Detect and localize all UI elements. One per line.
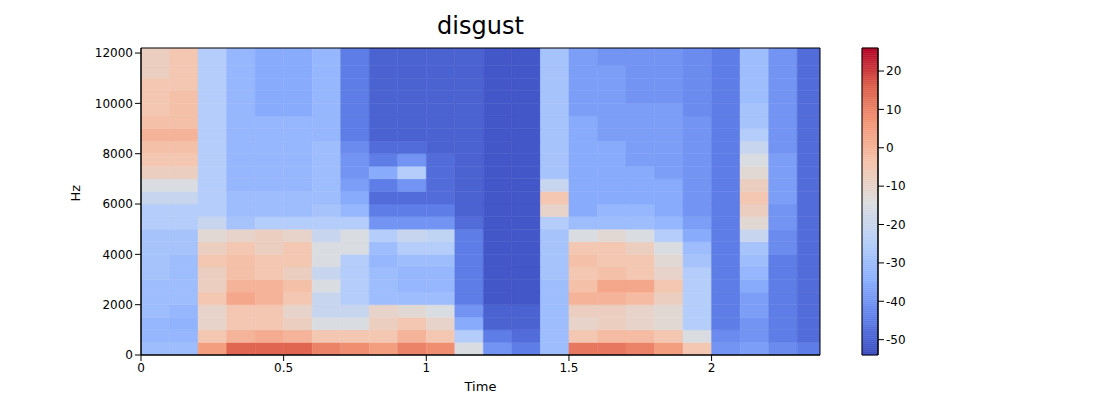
- svg-text:-10: -10: [886, 179, 906, 193]
- svg-text:2000: 2000: [102, 298, 133, 312]
- svg-text:20: 20: [886, 64, 901, 78]
- svg-text:8000: 8000: [102, 147, 133, 161]
- svg-text:10: 10: [886, 103, 901, 117]
- svg-text:-30: -30: [886, 256, 906, 270]
- svg-text:Time: Time: [464, 379, 497, 394]
- html-text:disgust: disgust: [437, 12, 524, 40]
- svg-text:10000: 10000: [95, 97, 133, 111]
- svg-text:1: 1: [422, 361, 430, 375]
- svg-text:-20: -20: [886, 218, 906, 232]
- svg-text:1.5: 1.5: [559, 361, 578, 375]
- svg-text:0: 0: [137, 361, 145, 375]
- svg-text:12000: 12000: [95, 46, 133, 60]
- svg-text:4000: 4000: [102, 248, 133, 262]
- svg-text:-40: -40: [886, 295, 906, 309]
- svg-text:2: 2: [708, 361, 716, 375]
- svg-text:0.5: 0.5: [274, 361, 293, 375]
- svg-text:6000: 6000: [102, 197, 133, 211]
- svg-text:0: 0: [886, 141, 894, 155]
- svg-text:Hz: Hz: [68, 185, 83, 202]
- svg-text:0: 0: [125, 348, 133, 362]
- svg-text:-50: -50: [886, 333, 906, 347]
